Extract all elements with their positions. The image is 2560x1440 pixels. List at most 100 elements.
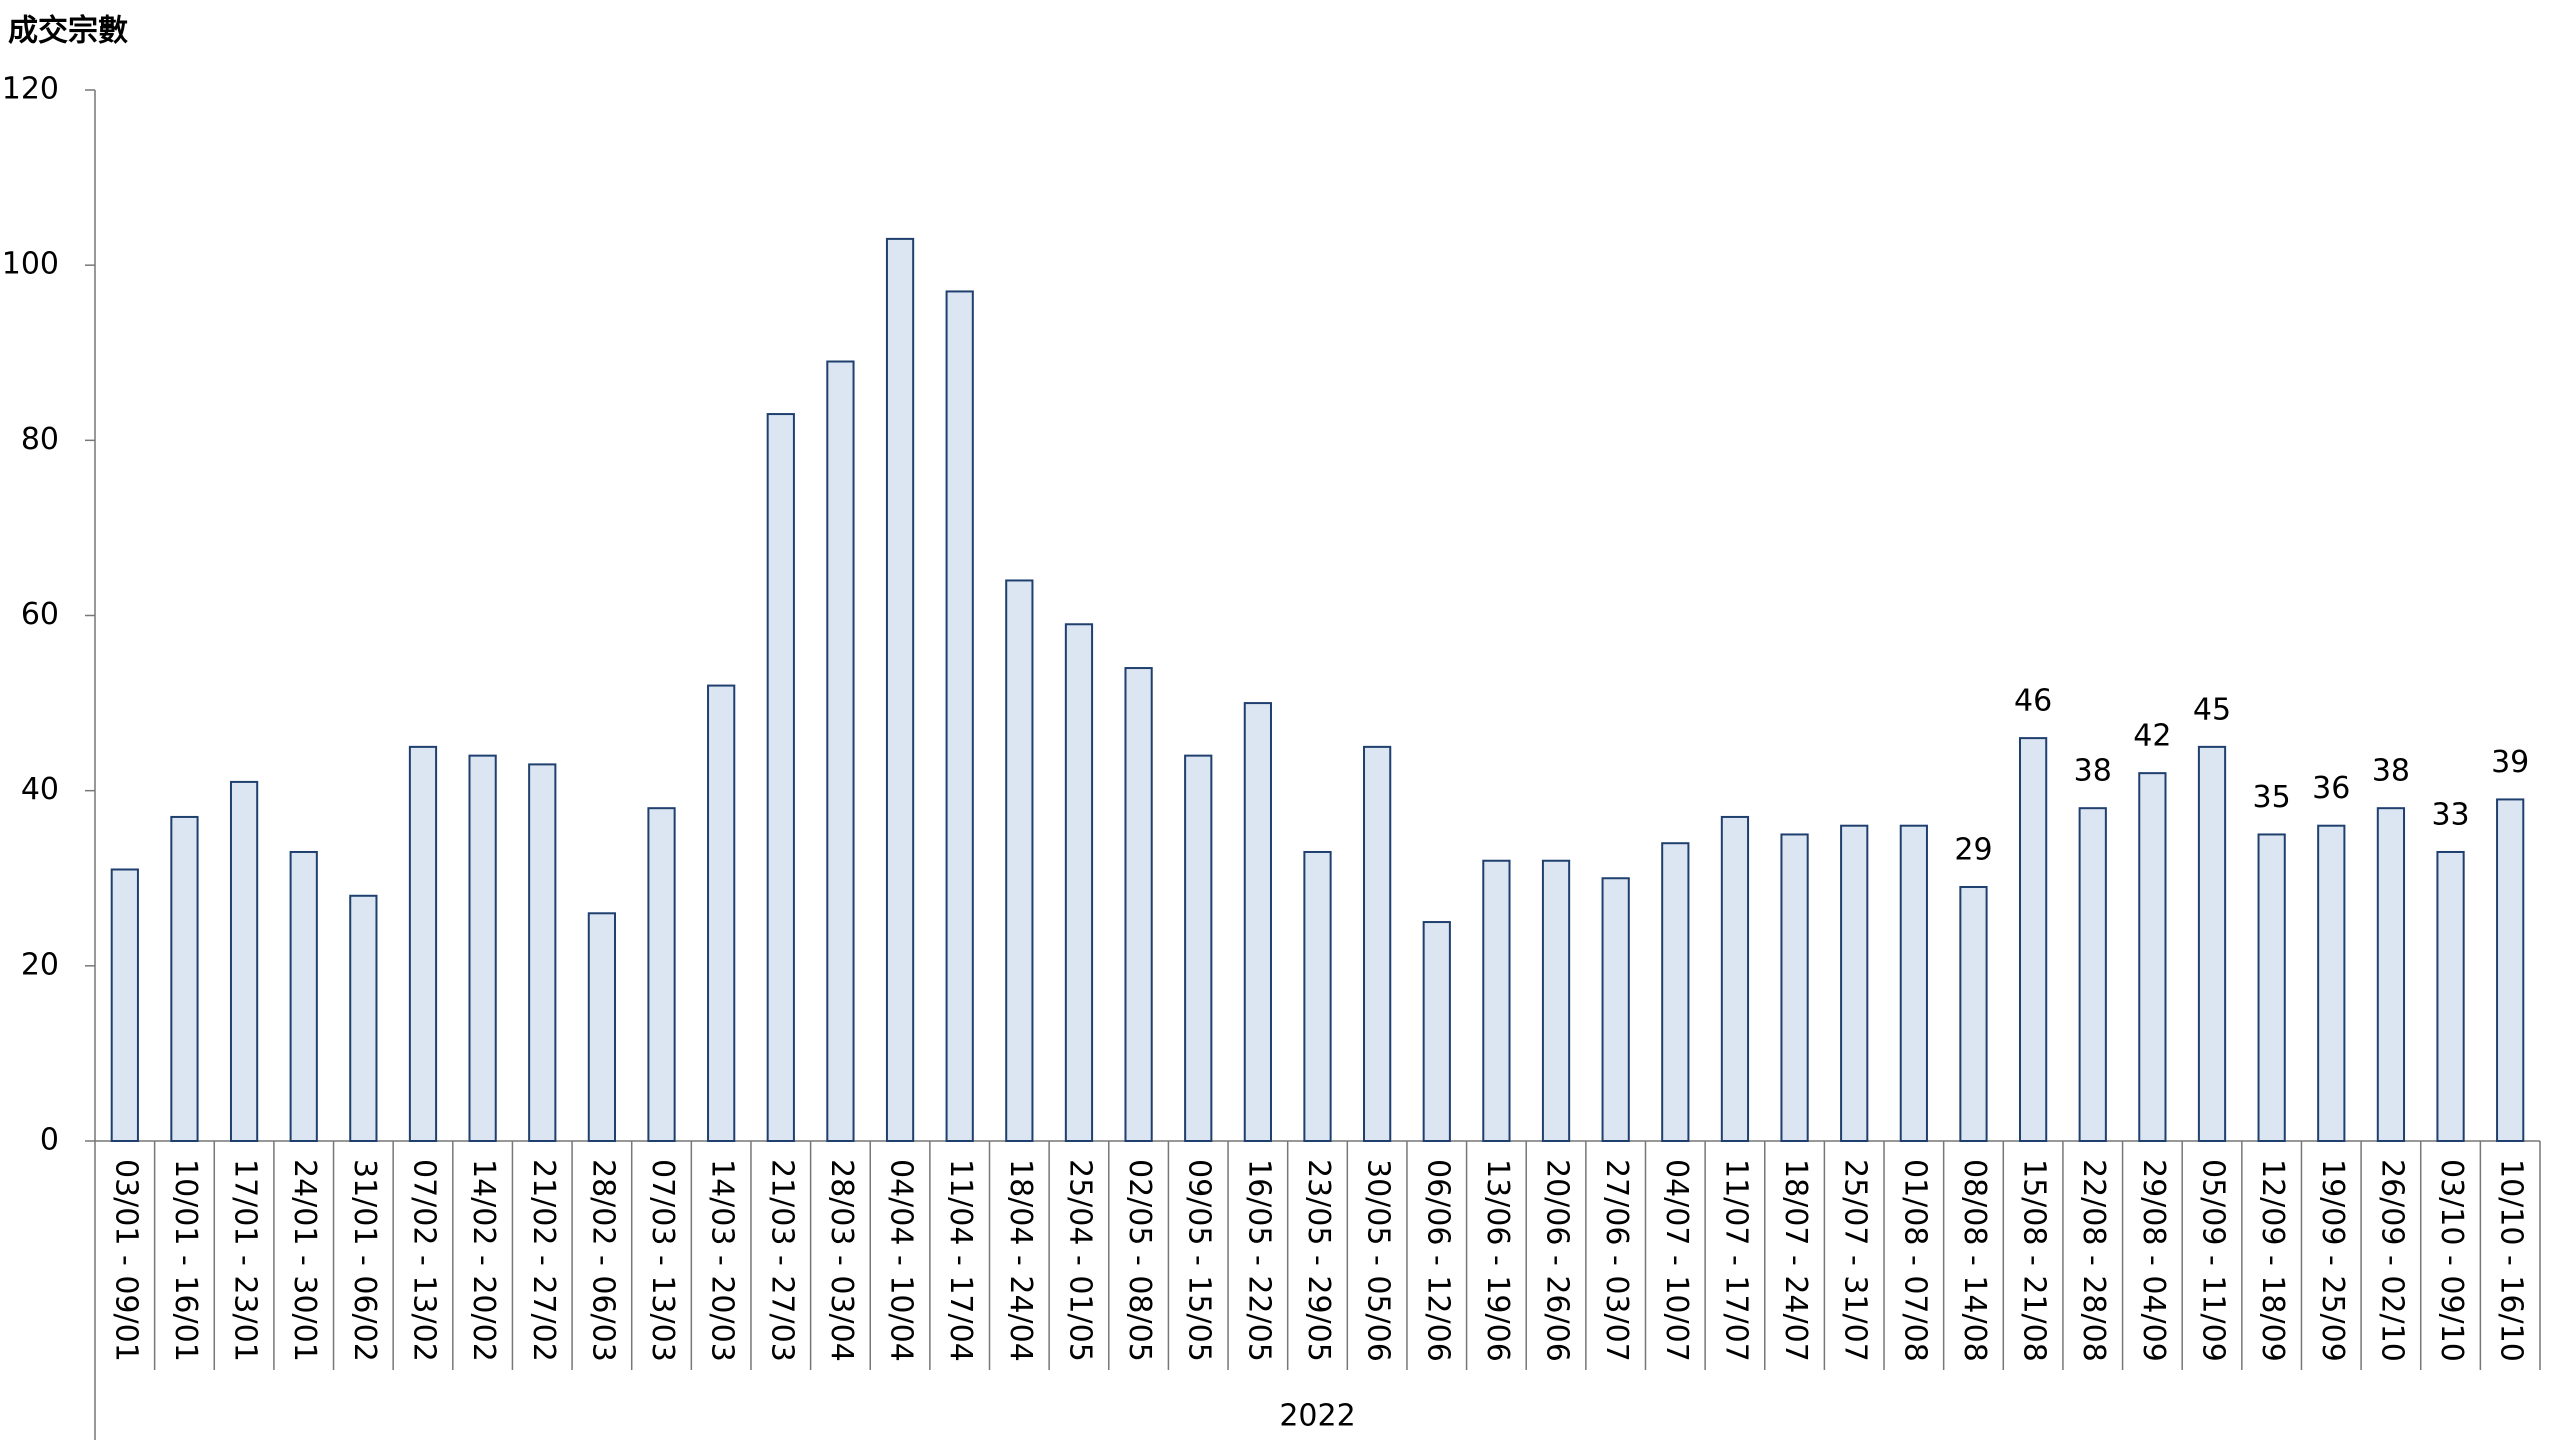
- data-label: 45: [2193, 692, 2231, 727]
- bar: [1422, 921, 1451, 1143]
- bar: [1064, 623, 1094, 1142]
- x-tick-label: 13/06 - 19/06: [1480, 1159, 1515, 1362]
- bar: [349, 894, 378, 1142]
- bar: [2317, 824, 2346, 1142]
- bar: [1661, 842, 1690, 1142]
- x-tick-label: 26/09 - 02/10: [2374, 1159, 2409, 1362]
- x-tick-label: 30/05 - 05/06: [1361, 1159, 1396, 1362]
- y-tick-label: 80: [21, 422, 59, 457]
- bar: [468, 754, 497, 1143]
- bar: [1541, 859, 1571, 1142]
- data-label: 36: [2312, 771, 2350, 806]
- bar: [1959, 886, 1988, 1143]
- bar: [945, 290, 974, 1143]
- x-tick-label: 09/05 - 15/05: [1182, 1159, 1217, 1362]
- bar: [1303, 850, 1332, 1142]
- x-tick-label: 29/08 - 04/09: [2136, 1159, 2171, 1362]
- bar: [1005, 579, 1034, 1142]
- y-tick-label: 100: [2, 247, 59, 282]
- bar: [647, 807, 676, 1143]
- bar: [2018, 737, 2048, 1142]
- x-group-label: 2022: [1279, 1399, 1355, 1434]
- x-tick-label: 03/10 - 09/10: [2434, 1159, 2469, 1362]
- x-tick-label: 22/08 - 28/08: [2076, 1159, 2111, 1362]
- x-tick-label: 04/04 - 10/04: [884, 1159, 919, 1362]
- data-label: 29: [1954, 833, 1992, 868]
- bar: [1363, 745, 1392, 1142]
- x-tick-label: 14/03 - 20/03: [705, 1159, 740, 1362]
- y-tick-label: 60: [21, 597, 59, 632]
- bar: [2436, 850, 2465, 1142]
- x-tick-label: 02/05 - 08/05: [1122, 1159, 1157, 1362]
- bar: [766, 413, 795, 1142]
- y-tick-label: 0: [40, 1123, 59, 1158]
- x-tick-label: 03/01 - 09/01: [108, 1159, 143, 1362]
- x-tick-label: 19/09 - 25/09: [2315, 1159, 2350, 1362]
- bar: [170, 815, 199, 1142]
- bar: [2197, 745, 2227, 1142]
- data-label: 46: [2014, 684, 2052, 719]
- bar: [587, 912, 617, 1142]
- data-label: 33: [2431, 797, 2469, 832]
- bar: [408, 745, 438, 1142]
- bar: [110, 868, 139, 1142]
- x-tick-label: 20/06 - 26/06: [1540, 1159, 1575, 1362]
- bar: [1899, 824, 1928, 1142]
- data-label: 42: [2133, 719, 2171, 754]
- bar: [2376, 807, 2406, 1143]
- x-tick-label: 25/07 - 31/07: [1838, 1159, 1873, 1362]
- bar: [1720, 815, 1750, 1142]
- x-tick-label: 28/02 - 06/03: [585, 1159, 620, 1362]
- x-tick-label: 27/06 - 03/07: [1599, 1159, 1634, 1362]
- data-label: 35: [2253, 780, 2291, 815]
- x-tick-label: 06/06 - 12/06: [1420, 1159, 1455, 1362]
- bar: [2257, 833, 2286, 1142]
- x-tick-label: 12/09 - 18/09: [2255, 1159, 2290, 1362]
- x-tick-label: 08/08 - 14/08: [1957, 1159, 1992, 1362]
- bar: [826, 360, 855, 1142]
- x-tick-label: 18/04 - 24/04: [1003, 1159, 1038, 1362]
- x-tick-label: 25/04 - 01/05: [1062, 1159, 1097, 1362]
- x-tick-label: 24/01 - 30/01: [287, 1159, 322, 1362]
- bar: [1840, 824, 1869, 1142]
- bar: [229, 780, 259, 1142]
- x-tick-label: 21/02 - 27/02: [526, 1159, 561, 1362]
- x-tick-label: 17/01 - 23/01: [228, 1159, 263, 1362]
- data-label: 38: [2074, 754, 2112, 789]
- x-tick-label: 23/05 - 29/05: [1301, 1159, 1336, 1362]
- x-tick-label: 21/03 - 27/03: [764, 1159, 799, 1362]
- bar: [1184, 754, 1213, 1143]
- bar: [1780, 833, 1809, 1142]
- x-tick-label: 11/04 - 17/04: [943, 1159, 978, 1362]
- bar: [707, 684, 736, 1142]
- x-tick-label: 14/02 - 20/02: [466, 1159, 501, 1362]
- y-tick-label: 120: [2, 72, 59, 107]
- x-tick-label: 10/01 - 16/01: [168, 1159, 203, 1362]
- x-tick-label: 16/05 - 22/05: [1241, 1159, 1276, 1362]
- x-tick-label: 05/09 - 11/09: [2196, 1159, 2231, 1362]
- bar: [1482, 859, 1511, 1142]
- bar: [2496, 798, 2525, 1142]
- x-tick-label: 28/03 - 03/04: [824, 1159, 859, 1362]
- bar: [1124, 667, 1153, 1142]
- x-tick-label: 07/02 - 13/02: [406, 1159, 441, 1362]
- data-label: 39: [2491, 745, 2529, 780]
- bar: [289, 850, 318, 1142]
- data-label: 38: [2372, 754, 2410, 789]
- y-axis-label: 成交宗數: [8, 14, 128, 49]
- x-tick-label: 31/01 - 06/02: [347, 1159, 382, 1362]
- x-tick-label: 01/08 - 07/08: [1897, 1159, 1932, 1362]
- x-tick-label: 10/10 - 16/10: [2494, 1159, 2529, 1362]
- bar: [1243, 702, 1272, 1142]
- x-tick-label: 04/07 - 10/07: [1659, 1159, 1694, 1362]
- x-tick-label: 18/07 - 24/07: [1778, 1159, 1813, 1362]
- bar: [2078, 807, 2107, 1143]
- y-tick-label: 20: [21, 947, 59, 982]
- x-tick-label: 15/08 - 21/08: [2017, 1159, 2052, 1362]
- bar: [1601, 877, 1630, 1142]
- bar: [528, 763, 557, 1142]
- x-tick-label: 07/03 - 13/03: [645, 1159, 680, 1362]
- bar: [885, 237, 915, 1142]
- y-tick-label: 40: [21, 772, 59, 807]
